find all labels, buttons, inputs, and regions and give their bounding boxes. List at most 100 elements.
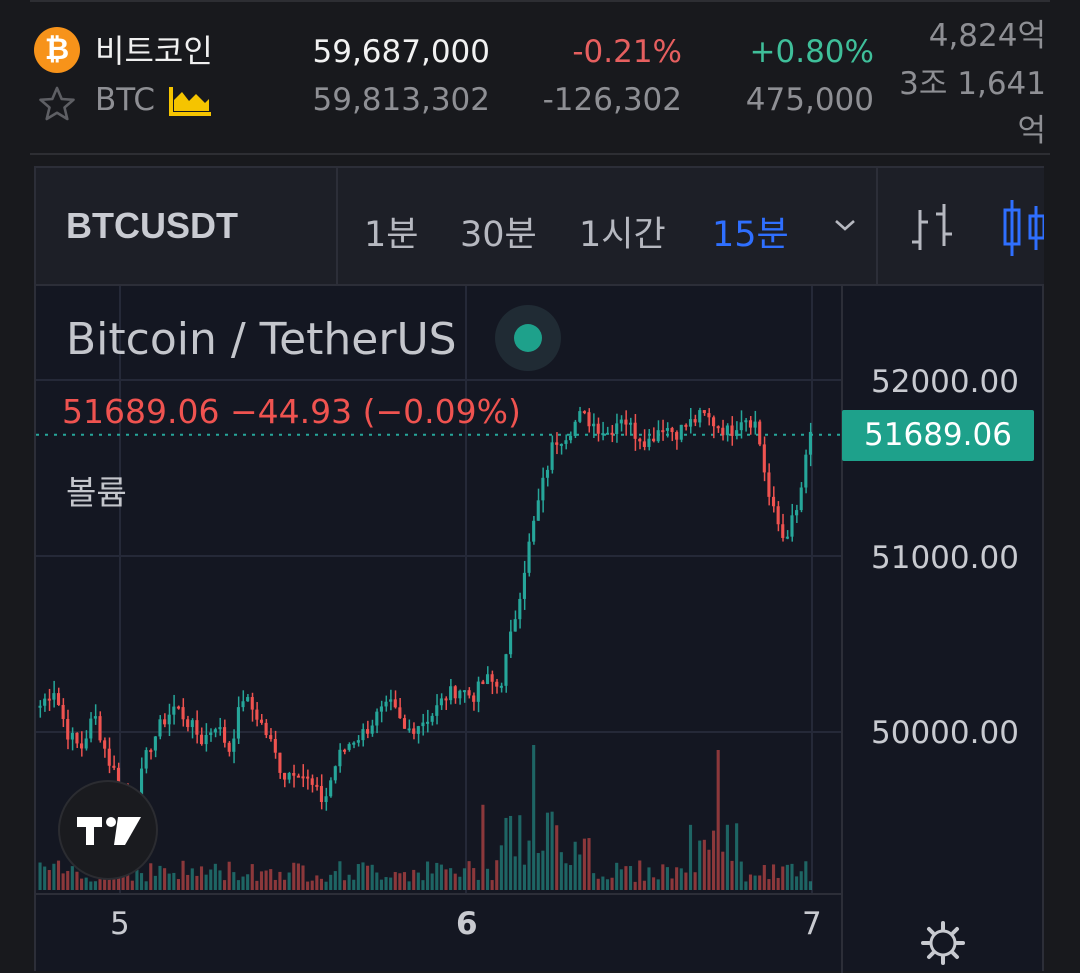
volume-bar (301, 865, 305, 890)
candle-body (52, 693, 56, 700)
chart-plot-area[interactable]: Bitcoin / TetherUS 51689.06 −44.93 (−0.0… (36, 286, 1044, 973)
volume-bar (781, 866, 785, 890)
candle-body (241, 701, 245, 708)
symbol-search-button[interactable]: BTCUSDT (36, 168, 338, 284)
volume-bar (402, 872, 407, 890)
trade-volume-line2: 3조 1,641 (899, 66, 1046, 102)
legend-last-price: 51689.06 (62, 392, 220, 431)
candle-body (661, 430, 665, 433)
candle-body (670, 428, 674, 433)
candle-body (421, 722, 425, 727)
volume-bar (416, 872, 420, 890)
favorite-star-icon[interactable] (37, 84, 77, 124)
price-chart[interactable] (36, 286, 1044, 973)
tradingview-logo-icon[interactable] (58, 780, 158, 880)
candle-body (250, 697, 254, 710)
volume-bar (149, 863, 153, 890)
timeframe-1h-button[interactable]: 1시간 (579, 215, 666, 255)
volume-bar (642, 880, 646, 890)
divider (30, 153, 1050, 155)
volume-bar (398, 873, 402, 890)
coin-summary-row[interactable]: ₿ 비트코인 BTC 59,687,000 59,813,302 -0.21% … (0, 0, 1080, 155)
volume-bar (66, 870, 70, 890)
volume-bar (393, 872, 397, 890)
candle-body (310, 778, 314, 785)
volume-bar (767, 879, 771, 890)
volume-bar (596, 878, 600, 890)
volume-bar (619, 869, 623, 890)
candle-body (84, 738, 88, 749)
volume-bar (702, 839, 706, 890)
candle-body (532, 520, 536, 542)
mini-chart-icon[interactable] (167, 83, 213, 119)
volume-bar (453, 873, 457, 890)
volume-bar (176, 879, 181, 890)
candle-body (587, 412, 591, 427)
candle-body (227, 742, 231, 752)
candle-body (246, 697, 250, 702)
candle-body (167, 714, 171, 725)
candle-body (139, 768, 144, 801)
candle-body (790, 515, 794, 537)
volume-bar (342, 880, 347, 890)
volume-bar (241, 876, 245, 890)
volume-bar (698, 840, 702, 890)
volume-bar (310, 880, 314, 890)
candle-body (356, 740, 360, 743)
volume-bar (135, 869, 139, 890)
volume-bar (439, 864, 443, 890)
volume-bar (513, 856, 517, 890)
timeframe-1m-button[interactable]: 1분 (364, 215, 419, 255)
candle-body (75, 732, 79, 744)
volume-bar (605, 879, 610, 890)
volume-bar (712, 830, 716, 890)
candle-body (513, 619, 517, 632)
volume-bar (199, 866, 204, 890)
coin-name: 비트코인 (95, 32, 213, 70)
candle-body (402, 718, 407, 729)
candle-body (315, 784, 319, 787)
candle-body (453, 686, 457, 699)
candle-body (509, 631, 513, 655)
volume-bar (292, 862, 296, 890)
volume-bar (103, 875, 107, 890)
settings-gear-icon[interactable] (920, 920, 966, 966)
candle-body (735, 430, 739, 436)
volume-bar (541, 850, 545, 890)
volume-bar (808, 881, 812, 890)
volume-bar (287, 872, 291, 890)
volume-bar (126, 870, 130, 890)
candle-body (264, 722, 268, 736)
volume-bar (569, 865, 573, 890)
coin-ticker: BTC (95, 82, 156, 118)
volume-bar (485, 868, 490, 890)
volume-indicator-label[interactable]: 볼륨 (66, 473, 127, 512)
timeframe-30m-button[interactable]: 30분 (460, 215, 537, 255)
volume-bar (130, 880, 134, 890)
trade-volume-line1: 4,824억 (928, 18, 1046, 54)
candle-body (785, 536, 789, 539)
candle-body (592, 423, 596, 427)
volume-bar (80, 878, 84, 890)
volume-bar (509, 815, 513, 890)
volume-bar (693, 872, 697, 890)
volume-bar (412, 869, 416, 890)
candle-body (716, 426, 720, 429)
candle-body (176, 706, 181, 709)
candle-body (504, 654, 508, 686)
candlestick-chart-type-icon[interactable] (1000, 198, 1044, 258)
volume-bar (324, 881, 328, 890)
volume-bar (93, 881, 97, 890)
volume-bar (384, 877, 388, 890)
bar-chart-type-icon[interactable] (906, 202, 956, 254)
volume-bar (638, 860, 642, 890)
timeframe-15m-button[interactable]: 15분 (712, 215, 789, 255)
price-axis-label: 52000.00 (871, 364, 1019, 400)
candle-body (61, 704, 65, 719)
change-percent: -0.21% (572, 34, 682, 70)
volume-bar (139, 873, 144, 890)
candle-body (412, 728, 416, 734)
volume-bar (624, 866, 628, 890)
tradingview-chart-widget[interactable]: BTCUSDT 1분 30분 1시간 15분 Bitcoin / TetherU… (34, 166, 1044, 973)
chevron-down-icon[interactable] (832, 214, 858, 236)
